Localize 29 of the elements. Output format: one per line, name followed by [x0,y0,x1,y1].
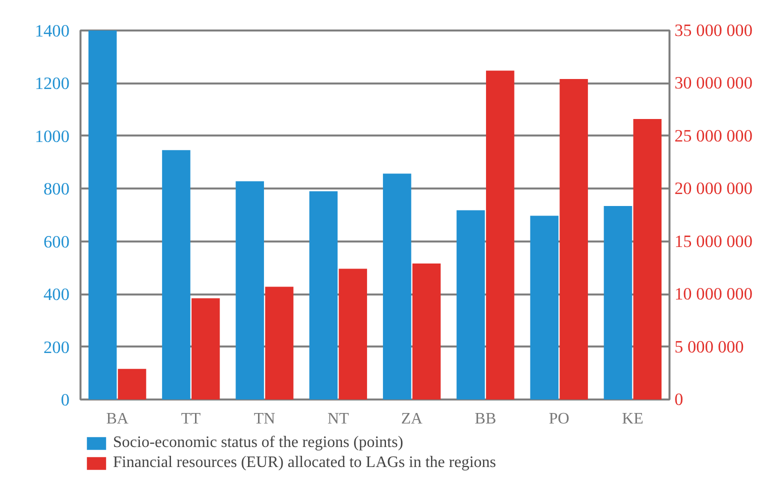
x-tick-label: ZA [401,410,423,428]
bar [118,368,146,400]
x-tick-label: PO [548,410,570,428]
x-tick-label: TT [181,410,201,428]
bar [88,30,117,400]
y-tick-label: 800 [44,180,70,199]
y-tick-label: 1400 [34,22,70,40]
y2-tick-label: 30 000 000 [674,74,752,93]
y2-tick-label: 20 000 000 [674,179,752,198]
bar [162,150,190,400]
y2-tick-label: 0 [674,390,684,409]
y-tick-label: 1000 [34,126,70,146]
y2-tick-label: 10 000 000 [674,284,752,304]
legend-label: Socio-economic status of the regions (points) [113,434,404,452]
y-tick-label: 0 [60,390,70,410]
x-tick-label: BB [474,410,496,428]
y2-tick-label: 15 000 000 [674,232,752,251]
y2-tick-label: 25 000 000 [674,126,752,146]
y2-tick-label: 35 000 000 [674,21,752,40]
y-tick-label: 1200 [34,74,70,94]
y-tick-label: 400 [44,285,70,304]
x-tick-label: BA [106,410,129,428]
y-tick-label: 600 [44,232,70,252]
x-tick-label: TN [254,410,276,428]
x-tick-label: KE [622,410,644,428]
y-tick-label: 200 [44,338,70,357]
x-tick-label: NT [328,410,350,428]
y2-tick-label: 5 000 000 [674,337,744,356]
legend-label: Financial resources (EUR) allocated to LAGs in the regions [113,454,496,472]
